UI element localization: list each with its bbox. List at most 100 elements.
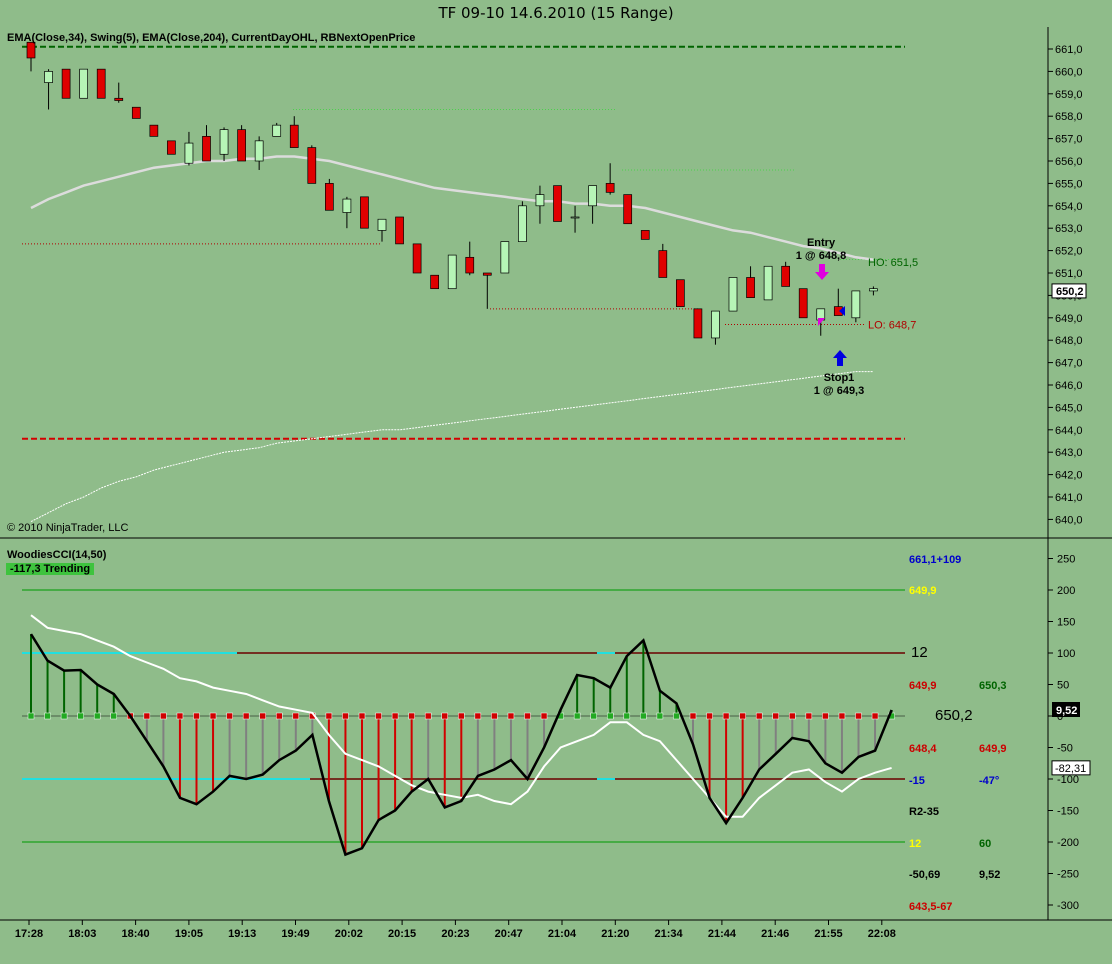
candle-body: [61, 68, 71, 99]
stop-detail: 1 @ 649,3: [814, 385, 864, 397]
cci-zero-marker: [673, 712, 680, 720]
candle-body: [798, 288, 808, 319]
cci-zero-marker: [789, 712, 796, 720]
ema34-line: [30, 155, 874, 261]
price-tick-label: 646,0: [1055, 380, 1083, 392]
price-tick-label: 654,0: [1055, 201, 1083, 213]
cci-side-stat: 649,9: [909, 585, 937, 597]
cci-side-stat: 643,5-67: [909, 901, 952, 913]
cci-zero-marker: [60, 712, 68, 720]
stop-arrow-icon: [833, 350, 847, 366]
time-tick-label: 19:49: [281, 928, 309, 940]
cci-zero-marker: [838, 712, 846, 720]
cci-tick-label: -150: [1057, 806, 1079, 818]
cci-tick-label: 200: [1057, 585, 1075, 597]
candle-body: [693, 308, 703, 339]
cci-zero-marker: [474, 712, 482, 720]
candle-body: [605, 183, 615, 193]
price-tick-label: 657,0: [1055, 134, 1083, 146]
candle-body: [658, 250, 668, 278]
entry-fill-marker-icon: [818, 318, 825, 326]
ho-label: HO: 651,5: [868, 257, 918, 269]
time-tick-label: 21:04: [548, 928, 577, 940]
cci-zero-marker: [822, 712, 829, 720]
cci-zero-marker: [44, 712, 51, 720]
time-tick-label: 19:05: [175, 928, 203, 940]
candle-body: [26, 41, 36, 59]
cci-tick-label: 250: [1057, 554, 1075, 566]
cci-zero-marker: [408, 712, 415, 720]
candle-body: [377, 218, 387, 231]
candle-body: [167, 140, 176, 155]
cci-side-stat: 650,3: [979, 680, 1007, 692]
window-title: TF 09-10 14.6.2010 (15 Range): [0, 0, 1112, 27]
time-tick-label: 21:55: [814, 928, 842, 940]
cci-side-stat: 661,1+109: [909, 554, 961, 566]
cci-side-stat: 12: [911, 644, 928, 661]
cci-side-stat: 60: [979, 838, 991, 850]
cci-zero-marker: [623, 712, 631, 720]
last-price-box: [1051, 283, 1087, 299]
entry-arrow-icon: [815, 264, 829, 280]
cci-side-stat: -47°: [979, 775, 999, 787]
candle-body: [430, 274, 439, 290]
time-tick-label: 22:08: [868, 928, 896, 940]
cci-zero-marker: [656, 712, 664, 720]
candle-body: [640, 230, 650, 240]
price-tick-label: 651,0: [1055, 268, 1083, 280]
time-tick-label: 20:23: [441, 928, 469, 940]
cci-panel[interactable]: 250200150100500-50-100-150-200-250-30017…: [15, 554, 1079, 941]
cci-tick-label: -100: [1057, 774, 1079, 786]
cci-zero-marker: [242, 712, 250, 720]
candle-body: [272, 124, 282, 137]
candle-body: [518, 205, 527, 242]
candle-body: [44, 71, 53, 83]
candle-body: [482, 272, 492, 276]
cci-zero-marker: [77, 712, 84, 720]
price-tick-label: 641,0: [1055, 492, 1083, 504]
cci-value-box: [1052, 702, 1080, 718]
cci-tick-label: 50: [1057, 680, 1069, 692]
candle-body: [553, 185, 562, 222]
price-tick-label: 655,0: [1055, 178, 1083, 190]
cci-zero-marker: [739, 712, 746, 720]
price-tick-label: 642,0: [1055, 470, 1083, 482]
cci-zero-marker: [391, 712, 399, 720]
price-tick-label: 652,0: [1055, 246, 1083, 258]
cci-zero-marker: [772, 712, 779, 720]
candle-body: [588, 185, 597, 207]
cci-zero-marker: [160, 712, 167, 720]
candle-body: [289, 124, 299, 148]
candle-body: [869, 288, 878, 292]
stop-fill-marker-icon: [839, 306, 845, 316]
stop-label: Stop1: [824, 372, 855, 384]
cci-zero-marker: [871, 712, 879, 720]
entry-label: Entry: [807, 237, 836, 249]
cci-zero-marker: [755, 712, 763, 720]
cci-zero-marker: [722, 712, 730, 720]
candle-body: [360, 196, 369, 229]
candle-body: [763, 265, 773, 301]
price-tick-label: 659,0: [1055, 89, 1083, 101]
price-tick-label: 658,0: [1055, 111, 1083, 123]
price-tick-label: 644,0: [1055, 425, 1083, 437]
price-tick-label: 661,0: [1055, 44, 1083, 56]
turbo-cci-line: [30, 614, 892, 818]
indicators-label: EMA(Close,34), Swing(5), EMA(Close,204),…: [7, 32, 416, 44]
price-tick-label: 640,0: [1055, 514, 1083, 526]
cci-tick-label: 100: [1057, 648, 1075, 660]
cci-zero-marker: [507, 712, 515, 720]
cci-side-stat: -50,69: [909, 869, 940, 881]
cci-zero-marker: [27, 712, 35, 720]
candle-body: [149, 124, 159, 137]
cci-zero-marker: [209, 712, 217, 720]
cci-zero-marker: [143, 712, 151, 720]
cci-side-stat: -15: [909, 775, 925, 787]
candle-body: [500, 241, 510, 274]
cci-line: [29, 633, 893, 857]
cci-zero-marker: [640, 712, 647, 720]
cci-side-stat: 648,4: [909, 743, 937, 755]
cci-zero-marker: [706, 712, 713, 720]
cci-zero-marker: [607, 712, 614, 720]
